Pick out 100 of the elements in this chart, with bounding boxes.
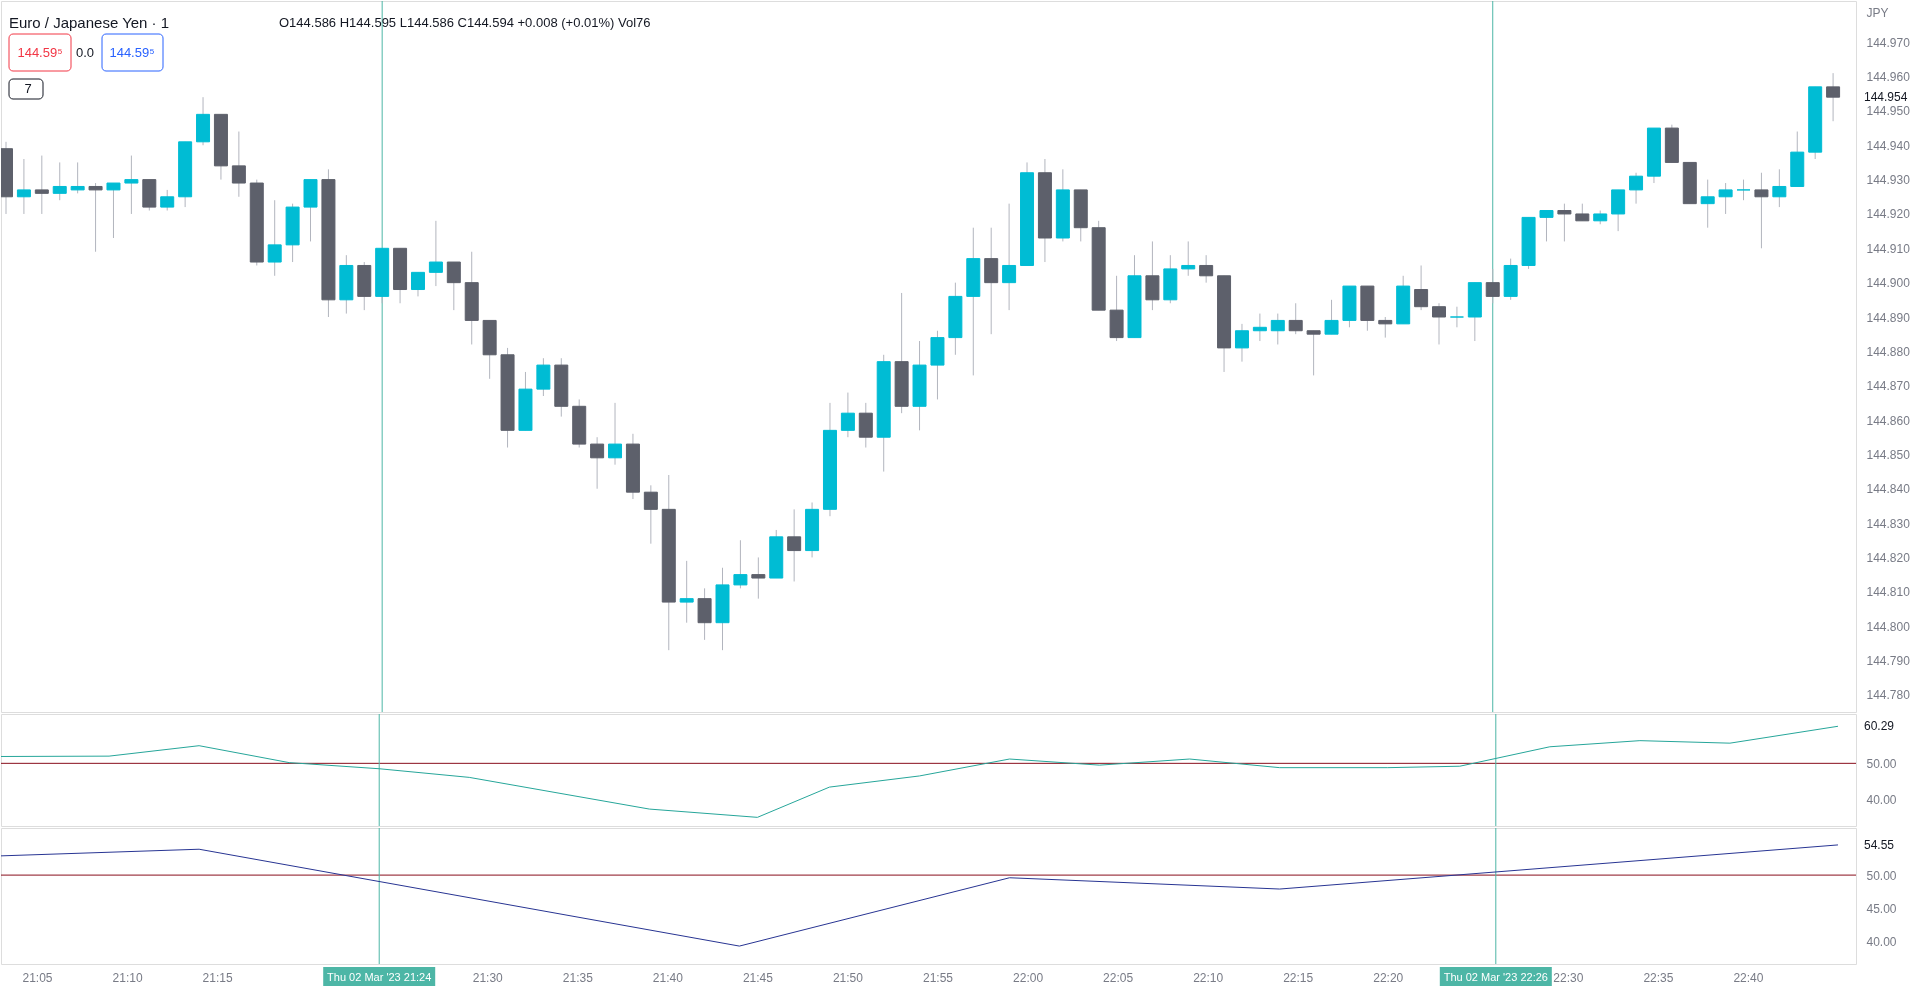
y-tick-label: 144.920 [1866, 207, 1911, 222]
candlestick [733, 539, 748, 589]
candlestick [643, 484, 658, 545]
ref-line-label: Thu 02 Mar '23 22:26 [1443, 971, 1548, 983]
candlestick [840, 392, 855, 438]
candlestick [231, 131, 246, 198]
annotation: 7 [24, 81, 32, 96]
y-tick-label: 45.00 [1866, 901, 1897, 916]
x-tick-label: 21:45 [742, 970, 774, 985]
candlestick [1306, 330, 1321, 376]
y-tick-label: 144.960 [1866, 70, 1911, 85]
x-tick-label: 22:40 [1733, 970, 1764, 985]
annotation: 144.59⁵ [109, 45, 155, 60]
candlestick [1449, 306, 1464, 328]
candlestick [1288, 302, 1303, 335]
candlestick [1700, 179, 1715, 229]
y-tick-label: 144.820 [1866, 550, 1911, 565]
annotation: 144.59⁵ [17, 45, 63, 60]
y-tick-label: 50.00 [1866, 756, 1897, 771]
y-tick-label: 144.940 [1866, 138, 1911, 153]
x-tick-label: 22:00 [1013, 970, 1044, 985]
candlestick [1485, 268, 1500, 304]
candlestick [34, 155, 49, 215]
candlestick [1772, 168, 1787, 208]
candlestick [1736, 179, 1751, 201]
candlestick [1181, 240, 1196, 277]
candlestick [590, 436, 605, 490]
x-tick-label: 21:35 [562, 970, 594, 985]
x-tick-label: 21:05 [22, 970, 53, 985]
candlestick [106, 182, 121, 239]
x-tick-label: 22:20 [1373, 970, 1404, 985]
candlestick [1539, 210, 1554, 242]
y-tick-label: 144.810 [1866, 585, 1911, 600]
y-tick-label: 144.910 [1866, 241, 1911, 256]
x-tick-label: 21:55 [922, 970, 954, 985]
y-tick-label: 144.780 [1866, 688, 1911, 703]
candlestick [1557, 203, 1572, 242]
text: O144.586 H144.595 L144.586 C144.594 +0.008 (+0.01%) Vol76 [279, 15, 651, 30]
line-series [1, 844, 1839, 947]
y-tick-label: 144.830 [1866, 516, 1911, 531]
candlestick [1002, 203, 1017, 311]
y-tick-label: 144.800 [1866, 619, 1911, 634]
candlestick [1826, 72, 1841, 122]
candlestick [751, 556, 766, 600]
candlestick [679, 560, 694, 624]
ref-line-label: Thu 02 Mar '23 21:24 [327, 971, 432, 983]
candlestick [1629, 172, 1644, 205]
candlestick [1324, 299, 1339, 335]
y-tick-label: 40.00 [1866, 934, 1897, 949]
x-tick-label: 21:30 [472, 970, 504, 985]
x-tick-label: 22:05 [1103, 970, 1134, 985]
y-tick-label: 144.900 [1866, 276, 1911, 291]
y-tick-label: 144.860 [1866, 413, 1911, 428]
candlestick [52, 161, 67, 201]
candlestick [267, 199, 282, 277]
x-tick-label: 22:35 [1643, 970, 1674, 985]
text: Euro / Japanese Yen · 1 [9, 14, 170, 31]
candlestick [1199, 254, 1214, 284]
text: 60.29 [1864, 719, 1895, 734]
candlestick [428, 220, 443, 287]
candlestick [88, 182, 103, 253]
candlestick [1234, 323, 1249, 363]
line-series [1, 725, 1839, 818]
candlestick [1432, 302, 1447, 345]
y-tick-label: 144.950 [1866, 104, 1911, 119]
x-tick-label: 21:50 [832, 970, 864, 985]
candlestick [1252, 313, 1267, 342]
x-tick-label: 22:15 [1283, 970, 1314, 985]
y-tick-label: 144.880 [1866, 344, 1911, 359]
candlestick [160, 189, 175, 212]
y-tick-label: 144.790 [1866, 653, 1911, 668]
y-tick-label: 144.850 [1866, 447, 1911, 462]
y-tick-label: 144.840 [1866, 482, 1911, 497]
candlestick [124, 155, 139, 215]
x-tick-label: 22:30 [1553, 970, 1584, 985]
y-axis-title: JPY [1866, 5, 1889, 20]
candlestick [1270, 313, 1285, 345]
candlestick [1754, 172, 1769, 249]
x-tick-label: 21:15 [202, 970, 233, 985]
candlestick [1378, 316, 1393, 339]
candlestick [1718, 182, 1733, 215]
candlestick [410, 271, 425, 297]
candlestick [446, 261, 461, 311]
text: 54.55 [1864, 837, 1895, 852]
y-tick-label: 144.970 [1866, 35, 1911, 50]
candlestick [70, 161, 85, 194]
x-tick-label: 21:40 [652, 970, 684, 985]
y-tick-label: 144.870 [1866, 379, 1911, 394]
y-tick-label: 144.890 [1866, 310, 1911, 325]
candlestick [1414, 264, 1429, 311]
y-tick-label: 50.00 [1866, 868, 1897, 883]
candlestick [16, 158, 31, 215]
x-tick-label: 22:10 [1193, 970, 1224, 985]
y-tick-label: 40.00 [1866, 792, 1897, 807]
x-tick-label: 21:10 [112, 970, 143, 985]
candlestick [608, 402, 623, 466]
y-tick-label: 144.930 [1866, 173, 1911, 188]
annotation: 0.0 [75, 45, 95, 60]
candlestick [787, 508, 802, 582]
text: 144.954 [1864, 90, 1908, 105]
